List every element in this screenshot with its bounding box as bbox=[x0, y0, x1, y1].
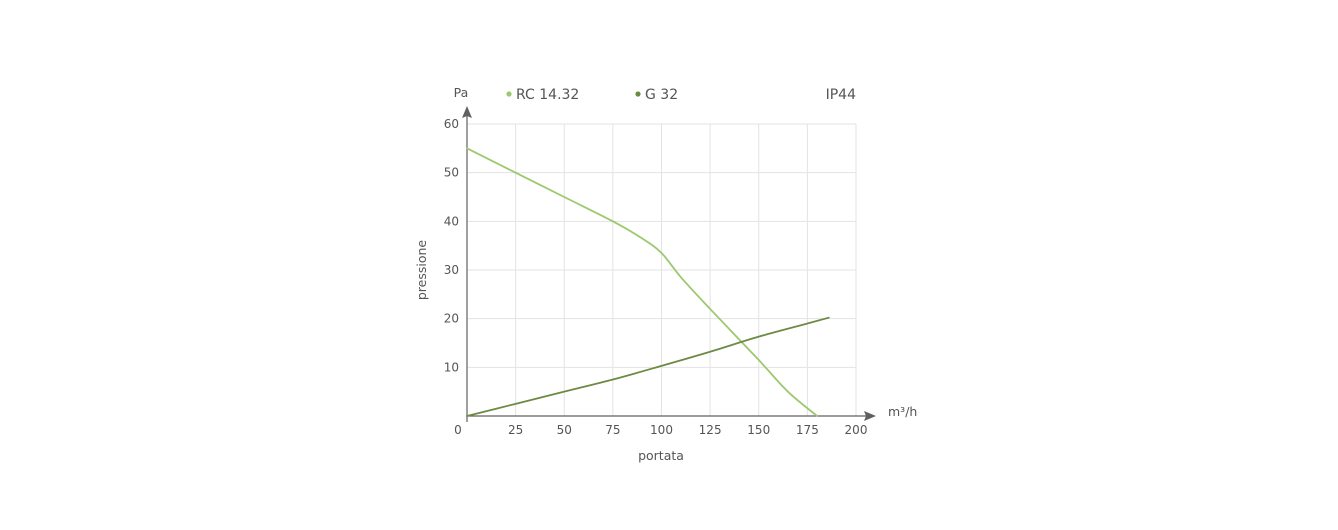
x-tick-label-75: 75 bbox=[605, 423, 620, 437]
x-tick-label-50: 50 bbox=[557, 423, 572, 437]
x-unit-label: m³/h bbox=[888, 404, 917, 419]
legend-marker-rc-14-32 bbox=[506, 91, 512, 97]
series-line-rc-14-32 bbox=[466, 147, 818, 417]
x-tick-label-125: 125 bbox=[699, 423, 722, 437]
x-tick-labels: 0 25 50 75 100 125 150 175 200 bbox=[454, 423, 867, 437]
series-lines bbox=[466, 147, 830, 417]
x-axis-arrow bbox=[864, 411, 876, 421]
legend-label-g-32: G 32 bbox=[645, 87, 678, 103]
x-tick-label-0: 0 bbox=[454, 423, 462, 437]
x-axis-label: portata bbox=[638, 448, 684, 463]
x-tick-label-25: 25 bbox=[508, 423, 523, 437]
series-line-g-32 bbox=[466, 316, 830, 417]
x-tick-label-175: 175 bbox=[796, 423, 819, 437]
y-axis-arrow bbox=[462, 106, 472, 118]
legend: RC 14.32 G 32 IP44 bbox=[506, 87, 856, 103]
y-unit-label: Pa bbox=[454, 85, 469, 100]
y-tick-labels: 10 20 30 40 50 60 bbox=[444, 117, 459, 374]
x-tick-label-200: 200 bbox=[845, 423, 868, 437]
y-tick-label-60: 60 bbox=[444, 117, 459, 131]
x-tick-label-150: 150 bbox=[747, 423, 770, 437]
y-axis-label: pressione bbox=[414, 240, 429, 301]
axes bbox=[462, 106, 876, 422]
ip-rating-annotation: IP44 bbox=[826, 87, 856, 103]
grid bbox=[467, 123, 857, 416]
y-tick-label-10: 10 bbox=[444, 360, 459, 374]
y-tick-label-20: 20 bbox=[444, 312, 459, 326]
y-tick-label-40: 40 bbox=[444, 214, 459, 228]
y-tick-label-50: 50 bbox=[444, 166, 459, 180]
x-tick-label-100: 100 bbox=[650, 423, 673, 437]
y-tick-label-30: 30 bbox=[444, 263, 459, 277]
legend-label-rc-14-32: RC 14.32 bbox=[516, 87, 579, 103]
legend-marker-g-32 bbox=[635, 91, 641, 97]
